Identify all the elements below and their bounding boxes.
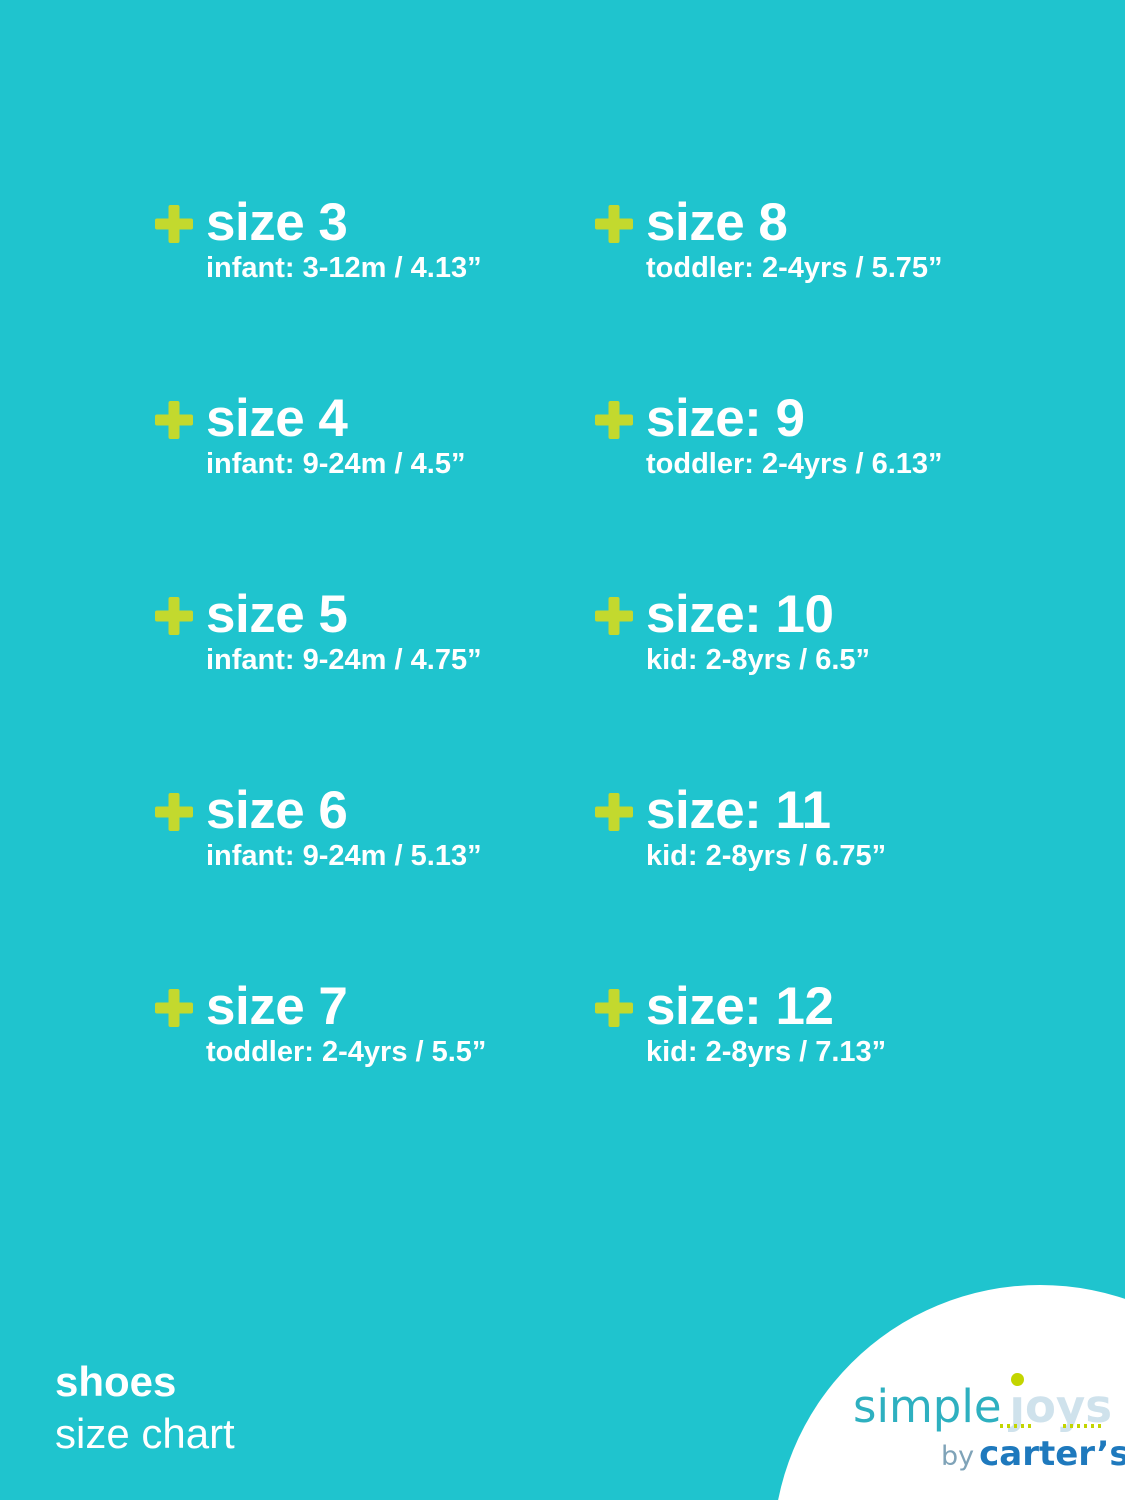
size-entry-text: size 3 infant: 3-12m / 4.13” [206,195,482,285]
plus-icon [595,205,633,243]
logo-carters: carter’s [979,1434,1125,1474]
size-title: size 7 [206,977,348,1036]
size-entry-text: size: 11 kid: 2-8yrs / 6.75” [646,783,886,873]
size-entry-7: size 7 toddler: 2-4yrs / 5.5” [155,979,486,1069]
footer-label: size chart [55,1410,235,1457]
size-entry-5: size 5 infant: 9-24m / 4.75” [155,587,482,677]
size-title: size 3 [206,193,348,252]
size-title: size: 10 [646,585,834,644]
size-subtitle: infant: 9-24m / 5.13” [206,840,482,872]
size-title: size: 9 [646,389,805,448]
size-entry-text: size 4 infant: 9-24m / 4.5” [206,391,465,481]
plus-icon [595,793,633,831]
size-title: size 4 [206,389,348,448]
size-entry-3: size 3 infant: 3-12m / 4.13” [155,195,482,285]
plus-icon [595,597,633,635]
size-title: size 5 [206,585,348,644]
size-title: size: 12 [646,977,834,1036]
size-entry-6: size 6 infant: 9-24m / 5.13” [155,783,482,873]
size-subtitle: kid: 2-8yrs / 7.13” [646,1036,887,1068]
logo-by: by [941,1441,975,1472]
size-subtitle: infant: 9-24m / 4.75” [206,644,482,676]
size-title: size: 11 [646,781,831,840]
footer-category: shoes [55,1358,177,1405]
size-subtitle: toddler: 2-4yrs / 6.13” [646,448,943,480]
size-entry-9: size: 9 toddler: 2-4yrs / 6.13” [595,391,943,481]
size-entry-text: size 5 infant: 9-24m / 4.75” [206,587,482,677]
plus-icon [155,401,193,439]
dotted-underline-icon [1000,1424,1034,1428]
plus-icon [155,597,193,635]
size-entry-text: size 6 infant: 9-24m / 5.13” [206,783,482,873]
size-subtitle: toddler: 2-4yrs / 5.75” [646,252,943,284]
plus-icon [155,205,193,243]
size-subtitle: infant: 3-12m / 4.13” [206,252,482,284]
size-subtitle: infant: 9-24m / 4.5” [206,448,466,480]
size-subtitle: kid: 2-8yrs / 6.5” [646,644,871,676]
size-subtitle: kid: 2-8yrs / 6.75” [646,840,887,872]
size-entry-text: size: 12 kid: 2-8yrs / 7.13” [646,979,886,1069]
brand-logo: simple ȷoys [853,1373,1112,1429]
size-title: size 8 [646,193,788,252]
size-subtitle: toddler: 2-4yrs / 5.5” [206,1036,487,1068]
size-entry-text: size: 9 toddler: 2-4yrs / 6.13” [646,391,943,481]
logo-joys: ȷoys [1010,1373,1112,1433]
footer: shoes size chart [55,1356,235,1460]
plus-icon [155,989,193,1027]
size-entry-11: size: 11 kid: 2-8yrs / 6.75” [595,783,886,873]
plus-icon [595,401,633,439]
size-entry-8: size 8 toddler: 2-4yrs / 5.75” [595,195,943,285]
size-entry-text: size 8 toddler: 2-4yrs / 5.75” [646,195,943,285]
size-entry-12: size: 12 kid: 2-8yrs / 7.13” [595,979,886,1069]
size-entry-text: size 7 toddler: 2-4yrs / 5.5” [206,979,486,1069]
size-title: size 6 [206,781,348,840]
size-entry-10: size: 10 kid: 2-8yrs / 6.5” [595,587,870,677]
plus-icon [595,989,633,1027]
size-entry-4: size 4 infant: 9-24m / 4.5” [155,391,465,481]
plus-icon [155,793,193,831]
dotted-underline-icon [1063,1424,1101,1428]
logo-simple: simple [853,1380,1002,1433]
logo-j-dot-icon [1010,1373,1024,1386]
size-entry-text: size: 10 kid: 2-8yrs / 6.5” [646,587,870,677]
